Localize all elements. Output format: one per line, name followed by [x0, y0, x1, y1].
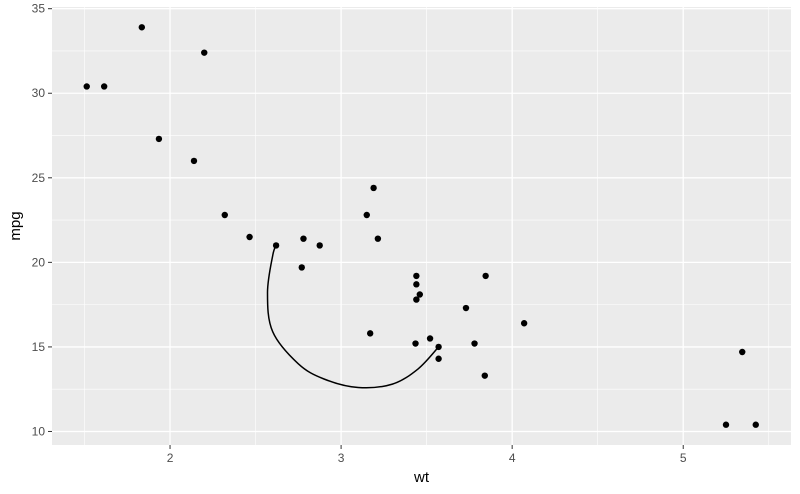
data-point [462, 304, 470, 312]
y-tick-label: 30 [32, 86, 46, 100]
minor-gridlines [52, 7, 791, 445]
data-point [201, 49, 208, 56]
data-point [272, 242, 280, 249]
x-tick-label: 2 [167, 451, 174, 465]
data-point [100, 83, 108, 90]
data-point [482, 272, 489, 280]
data-point [370, 184, 377, 192]
data-point [413, 281, 420, 288]
x-tick-label: 5 [680, 451, 687, 465]
data-point [435, 343, 442, 351]
data-point [190, 157, 198, 165]
y-tick-label: 25 [32, 171, 46, 185]
data-point [413, 296, 420, 303]
data-point [481, 372, 488, 379]
y-axis: 10 15 20 25 30 35 [32, 2, 52, 438]
x-axis-title: wt [413, 469, 430, 486]
annotation-layer [266, 245, 440, 389]
data-point [300, 235, 307, 242]
y-axis-title: mpg [7, 211, 24, 240]
points-layer [83, 24, 759, 428]
data-point [374, 235, 382, 242]
y-tick-label: 20 [32, 255, 46, 269]
data-point [426, 335, 434, 342]
x-tick-label: 4 [509, 451, 516, 465]
data-point [413, 272, 420, 280]
y-tick-label: 15 [32, 340, 46, 354]
data-point [412, 340, 419, 347]
data-point [221, 211, 228, 219]
data-point [366, 330, 374, 337]
annotation-curve [266, 245, 440, 389]
data-point [83, 83, 90, 90]
major-gridlines [52, 7, 791, 445]
data-point [471, 340, 478, 347]
data-point [138, 24, 146, 31]
data-point [435, 355, 442, 362]
data-point [416, 291, 423, 298]
x-axis: 2 3 4 5 [167, 445, 687, 465]
y-tick-label: 35 [32, 2, 46, 16]
data-point [246, 233, 253, 241]
data-point [155, 135, 163, 143]
data-point [316, 242, 323, 249]
data-point [363, 211, 370, 219]
data-point [520, 320, 528, 327]
data-point [722, 421, 730, 428]
data-point [739, 348, 746, 356]
y-tick-label: 10 [32, 424, 46, 438]
data-point [298, 264, 305, 271]
plot-panel [52, 7, 791, 445]
data-point [752, 421, 759, 428]
x-tick-label: 3 [338, 451, 345, 465]
